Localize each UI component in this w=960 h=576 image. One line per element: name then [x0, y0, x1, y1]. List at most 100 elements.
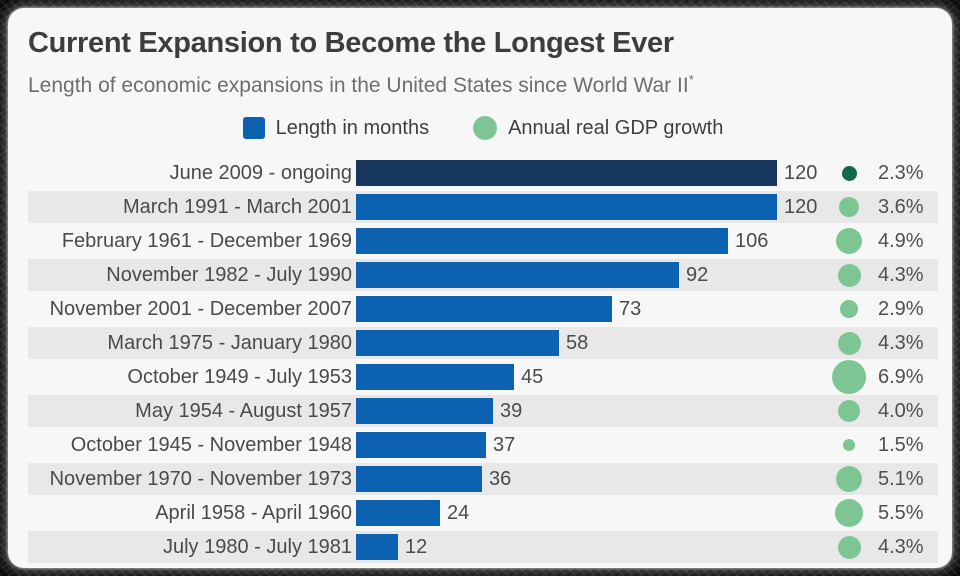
bar-cell: 45 [352, 360, 822, 394]
bar-swatch-icon [242, 117, 265, 139]
chart-row: November 1970 - November 1973 36 5.1% [28, 462, 938, 496]
length-value: 39 [500, 399, 523, 422]
gdp-growth-label: 5.1% [878, 467, 924, 490]
chart-row: May 1954 - August 1957 39 4.0% [28, 394, 938, 428]
dot-cell [822, 190, 876, 224]
length-bar [356, 296, 612, 322]
length-bar [356, 330, 559, 356]
chart-row: February 1961 - December 1969 106 4.9% [28, 224, 938, 258]
gdp-growth-label: 3.6% [878, 195, 924, 218]
length-bar [356, 228, 728, 254]
bar-cell: 120 [352, 156, 822, 190]
legend-item-gdp: Annual real GDP growth [473, 116, 723, 140]
gdp-growth-label: 4.3% [878, 263, 924, 286]
dot-cell [822, 224, 876, 258]
dot-cell [822, 496, 876, 530]
gdp-growth-label: 2.9% [878, 297, 924, 320]
chart-subtitle: Length of economic expansions in the Uni… [28, 67, 938, 99]
gdp-growth-dot [835, 499, 863, 527]
length-bar [356, 364, 514, 390]
gdp-growth-dot [841, 165, 857, 181]
expansion-period-label: February 1961 - December 1969 [61, 229, 352, 252]
chart-row: October 1949 - July 1953 45 6.9% [28, 360, 938, 394]
gdp-growth-dot [837, 263, 861, 287]
chart-card: Current Expansion to Become the Longest … [8, 8, 952, 568]
expansion-period-label: October 1945 - November 1948 [70, 433, 352, 456]
chart-row: April 1958 - April 1960 24 5.5% [28, 496, 938, 530]
dot-cell [822, 156, 876, 190]
length-bar [356, 466, 482, 492]
expansion-period-label: November 2001 - December 2007 [49, 297, 352, 320]
dot-cell [822, 326, 876, 360]
gdp-growth-label: 4.0% [878, 399, 924, 422]
gdp-growth-label: 2.3% [878, 161, 924, 184]
gdp-growth-label: 6.9% [878, 365, 924, 388]
chart-title: Current Expansion to Become the Longest … [28, 27, 674, 59]
dot-cell [822, 258, 876, 292]
chart-row: March 1991 - March 2001 120 3.6% [28, 190, 938, 224]
gdp-dot-icon [473, 116, 498, 140]
length-value: 36 [489, 467, 512, 490]
gdp-growth-label: 4.3% [878, 535, 924, 558]
length-bar [356, 534, 398, 560]
gdp-growth-dot [836, 228, 862, 254]
expansion-period-label: November 1970 - November 1973 [49, 467, 352, 490]
gdp-growth-dot [832, 360, 866, 394]
length-value: 106 [735, 229, 769, 252]
chart-row: June 2009 - ongoing 120 2.3% [28, 156, 938, 190]
length-bar [356, 398, 493, 424]
bar-cell: 12 [352, 530, 822, 564]
expansion-period-label: July 1980 - July 1981 [162, 535, 352, 558]
length-bar [356, 194, 777, 220]
dot-cell [822, 462, 876, 496]
gdp-growth-dot [836, 466, 862, 492]
gdp-growth-dot [837, 331, 861, 355]
length-bar [356, 500, 440, 526]
dot-cell [822, 360, 876, 394]
bar-cell: 106 [352, 224, 822, 258]
bar-cell: 92 [352, 258, 822, 292]
bar-cell: 37 [352, 428, 822, 462]
gdp-growth-label: 5.5% [878, 501, 924, 524]
gdp-growth-dot [839, 197, 859, 217]
legend-months-label: Length in months [275, 116, 430, 139]
chart-row: March 1975 - January 1980 58 4.3% [28, 326, 938, 360]
length-value: 58 [566, 331, 589, 354]
legend-gdp-label: Annual real GDP growth [508, 116, 724, 139]
gdp-growth-dot [843, 439, 855, 451]
expansion-period-label: May 1954 - August 1957 [135, 399, 352, 422]
length-bar [356, 160, 777, 186]
footnote-asterisk: * [688, 72, 694, 87]
length-bar [356, 262, 679, 288]
dot-cell [822, 292, 876, 326]
chart-row: July 1980 - July 1981 12 4.3% [28, 530, 938, 564]
expansion-period-label: October 1949 - July 1953 [127, 365, 352, 388]
bar-chart: June 2009 - ongoing 120 2.3% March 1991 … [28, 156, 938, 564]
legend-item-months: Length in months [242, 116, 430, 140]
bar-cell: 58 [352, 326, 822, 360]
bar-cell: 24 [352, 496, 822, 530]
bar-cell: 120 [352, 190, 822, 224]
length-value: 12 [405, 535, 428, 558]
gdp-growth-dot [840, 300, 858, 318]
chart-row: November 2001 - December 2007 73 2.9% [28, 292, 938, 326]
length-bar [356, 432, 486, 458]
expansion-period-label: April 1958 - April 1960 [155, 501, 352, 524]
bar-cell: 39 [352, 394, 822, 428]
dot-cell [822, 394, 876, 428]
length-value: 24 [447, 501, 470, 524]
expansion-period-label: March 1975 - January 1980 [107, 331, 352, 354]
length-value: 120 [784, 161, 818, 184]
chart-subtitle-text: Length of economic expansions in the Uni… [28, 74, 689, 97]
gdp-growth-dot [838, 400, 860, 422]
length-value: 92 [686, 263, 709, 286]
expansion-period-label: November 1982 - July 1990 [106, 263, 352, 286]
length-value: 45 [521, 365, 544, 388]
chart-row: November 1982 - July 1990 92 4.3% [28, 258, 938, 292]
expansion-period-label: June 2009 - ongoing [169, 161, 352, 184]
dot-cell [822, 428, 876, 462]
chart-row: October 1945 - November 1948 37 1.5% [28, 428, 938, 462]
length-value: 120 [784, 195, 818, 218]
length-value: 37 [493, 433, 516, 456]
legend: Length in months Annual real GDP growth [28, 116, 938, 140]
